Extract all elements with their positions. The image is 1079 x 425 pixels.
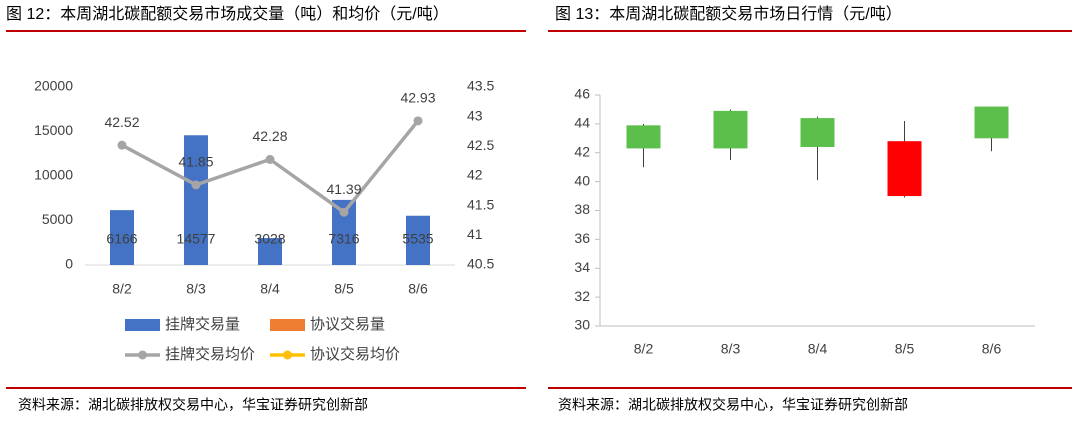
data-label: 3028	[254, 231, 285, 247]
y-tick-label: 5000	[42, 211, 73, 227]
x-tick-label: 8/6	[982, 341, 1002, 357]
chart-title: 图 13：本周湖北碳配额交易市场日行情（元/吨）	[555, 5, 902, 23]
y-tick-label: 34	[574, 259, 590, 275]
bar	[406, 215, 430, 265]
source: 资料来源：湖北碳排放权交易中心，华宝证券研究创新部	[558, 397, 908, 413]
chart-title: 图 12：本周湖北碳配额交易市场成交量（吨）和均价（元/吨）	[6, 5, 449, 23]
bar	[258, 238, 282, 265]
point	[265, 154, 275, 164]
data-label: 14577	[177, 231, 216, 247]
y-tick-label: 44	[574, 115, 590, 131]
data-label: 41.39	[326, 181, 361, 197]
y2-tick-label: 41.5	[467, 196, 494, 212]
y-tick-label: 40	[574, 172, 590, 188]
legend-swatch	[283, 350, 292, 360]
y-tick-label: 42	[574, 143, 590, 159]
x-tick-label: 8/5	[334, 281, 354, 297]
y-tick-label: 10000	[34, 167, 73, 183]
y2-tick-label: 42.5	[467, 137, 494, 153]
y2-tick-label: 43.5	[467, 78, 494, 94]
candle-body	[887, 141, 922, 197]
point	[191, 180, 201, 190]
bar	[110, 210, 134, 265]
data-label: 41.85	[178, 154, 213, 170]
legend-label: 协议交易均价	[310, 345, 400, 363]
point	[413, 116, 423, 126]
candle-body	[974, 106, 1009, 139]
x-tick-label: 8/2	[112, 281, 132, 297]
bar	[184, 135, 208, 265]
y-tick-label: 46	[574, 86, 590, 102]
x-tick-label: 8/2	[634, 341, 654, 357]
legend-label: 协议交易量	[310, 315, 385, 333]
candle-body	[626, 125, 661, 149]
data-label: 42.52	[104, 114, 139, 130]
data-label: 42.28	[252, 128, 287, 144]
x-tick-label: 8/3	[186, 281, 206, 297]
x-tick-label: 8/6	[408, 281, 428, 297]
y2-tick-label: 40.5	[467, 256, 494, 272]
legend-swatch	[270, 319, 305, 331]
y2-tick-label: 43	[467, 107, 483, 123]
y-tick-label: 0	[65, 256, 73, 272]
x-tick-label: 8/4	[808, 341, 828, 357]
point	[117, 140, 127, 150]
x-tick-label: 8/4	[260, 281, 280, 297]
y-tick-label: 32	[574, 288, 590, 304]
source: 资料来源：湖北碳排放权交易中心，华宝证券研究创新部	[18, 397, 368, 413]
y-tick-label: 36	[574, 230, 590, 246]
x-tick-label: 8/3	[721, 341, 741, 357]
legend-swatch	[125, 319, 160, 331]
data-label: 5535	[402, 231, 433, 247]
x-tick-label: 8/5	[895, 341, 915, 357]
legend-swatch	[138, 350, 147, 360]
legend-label: 挂牌交易均价	[165, 345, 255, 363]
point	[339, 207, 349, 217]
candle-body	[800, 118, 835, 147]
y-tick-label: 30	[574, 317, 590, 333]
y-tick-label: 15000	[34, 122, 73, 138]
y-tick-label: 20000	[34, 78, 73, 94]
data-label: 6166	[106, 231, 137, 247]
y2-tick-label: 41	[467, 226, 483, 242]
candle-body	[713, 110, 748, 149]
y2-tick-label: 42	[467, 167, 483, 183]
y-tick-label: 38	[574, 201, 590, 217]
data-label: 42.93	[400, 90, 435, 106]
legend-label: 挂牌交易量	[165, 315, 240, 333]
data-label: 7316	[328, 231, 359, 247]
